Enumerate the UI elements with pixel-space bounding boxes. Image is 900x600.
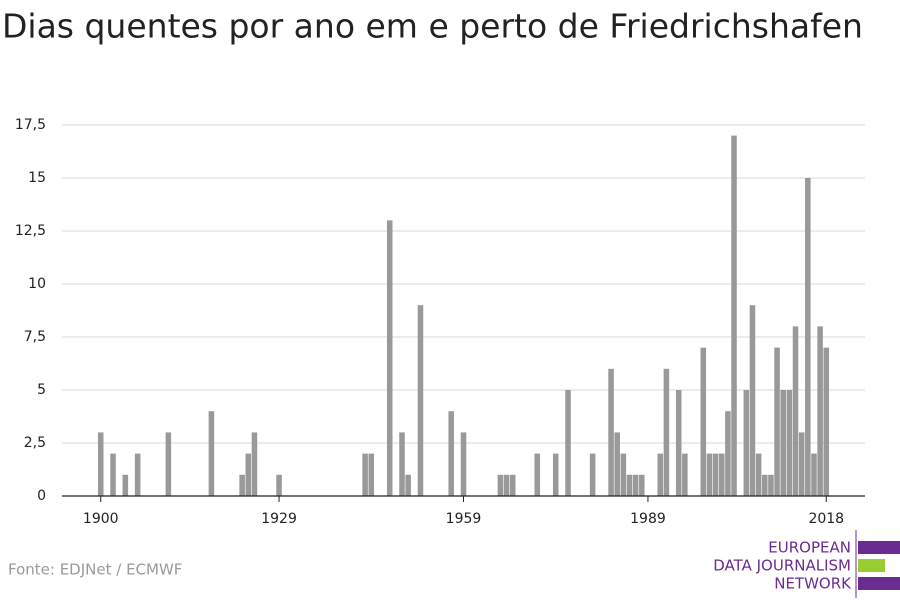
logo-bar: [858, 559, 885, 572]
logo-bar: [858, 541, 900, 554]
bar: [805, 178, 811, 496]
logo-bar: [858, 577, 900, 590]
bar: [718, 453, 725, 496]
bar: [509, 474, 516, 496]
bar: [245, 453, 252, 496]
bar: [608, 368, 614, 496]
bar: [675, 390, 682, 496]
bar: [762, 474, 768, 496]
y-tick-label: 12,5: [15, 223, 46, 239]
y-tick-label: 10: [28, 276, 46, 292]
bar: [768, 474, 774, 496]
bar: [565, 390, 571, 496]
y-tick-label: 7,5: [24, 329, 46, 345]
logo-text: DATA JOURNALISM: [713, 557, 851, 575]
x-tick-label: 1959: [446, 511, 482, 527]
bar: [817, 326, 823, 496]
bar: [276, 474, 282, 496]
bar: [639, 474, 645, 496]
bar: [534, 453, 541, 496]
bar: [97, 432, 104, 496]
x-tick-label: 1989: [630, 511, 666, 527]
bar: [811, 453, 817, 496]
bar: [417, 305, 424, 496]
y-tick-label: 5: [37, 382, 46, 398]
bar: [780, 390, 786, 496]
bar: [362, 453, 368, 496]
bar: [786, 390, 793, 496]
bar: [626, 474, 633, 496]
bar: [700, 347, 707, 496]
y-tick-label: 17,5: [15, 117, 46, 133]
bar: [682, 453, 688, 496]
bar: [712, 453, 719, 496]
bar: [632, 474, 639, 496]
bar: [503, 474, 510, 496]
bar: [725, 411, 731, 496]
bar: [706, 453, 713, 496]
bar: [589, 453, 596, 496]
y-tick-label: 0: [37, 488, 46, 504]
bar: [774, 347, 780, 496]
bar: [755, 453, 762, 496]
source: Fonte: EDJNet / ECMWF: [8, 561, 182, 579]
bar: [165, 432, 172, 496]
bar: [134, 453, 141, 496]
bar: [614, 432, 620, 496]
bar: [368, 453, 375, 496]
y-tick-label: 2,5: [24, 435, 46, 451]
x-tick-label: 1929: [261, 511, 297, 527]
bar: [405, 474, 411, 496]
bar: [208, 411, 215, 496]
bar: [743, 390, 750, 496]
bar: [399, 432, 405, 496]
bar: [497, 474, 504, 496]
bar: [110, 453, 116, 496]
bar: [620, 453, 627, 496]
bar: [386, 220, 393, 496]
x-tick-label: 1900: [83, 511, 119, 527]
bar: [663, 368, 670, 496]
bar: [448, 411, 454, 496]
bar: [798, 432, 805, 496]
bar: [552, 453, 559, 496]
bar: [731, 135, 737, 496]
logo-text: NETWORK: [774, 575, 852, 593]
bar: [460, 432, 467, 496]
x-tick-label: 2018: [808, 511, 844, 527]
y-tick-label: 15: [28, 170, 46, 186]
bar: [251, 432, 258, 496]
bar: [792, 326, 799, 496]
logo-text: EUROPEAN: [768, 539, 851, 557]
bar: [823, 347, 830, 496]
bar: [122, 474, 129, 496]
bar: [657, 453, 664, 496]
bar: [749, 305, 756, 496]
bar: [239, 474, 245, 496]
chart-title: Dias quentes por ano em e perto de Fried…: [2, 7, 863, 46]
